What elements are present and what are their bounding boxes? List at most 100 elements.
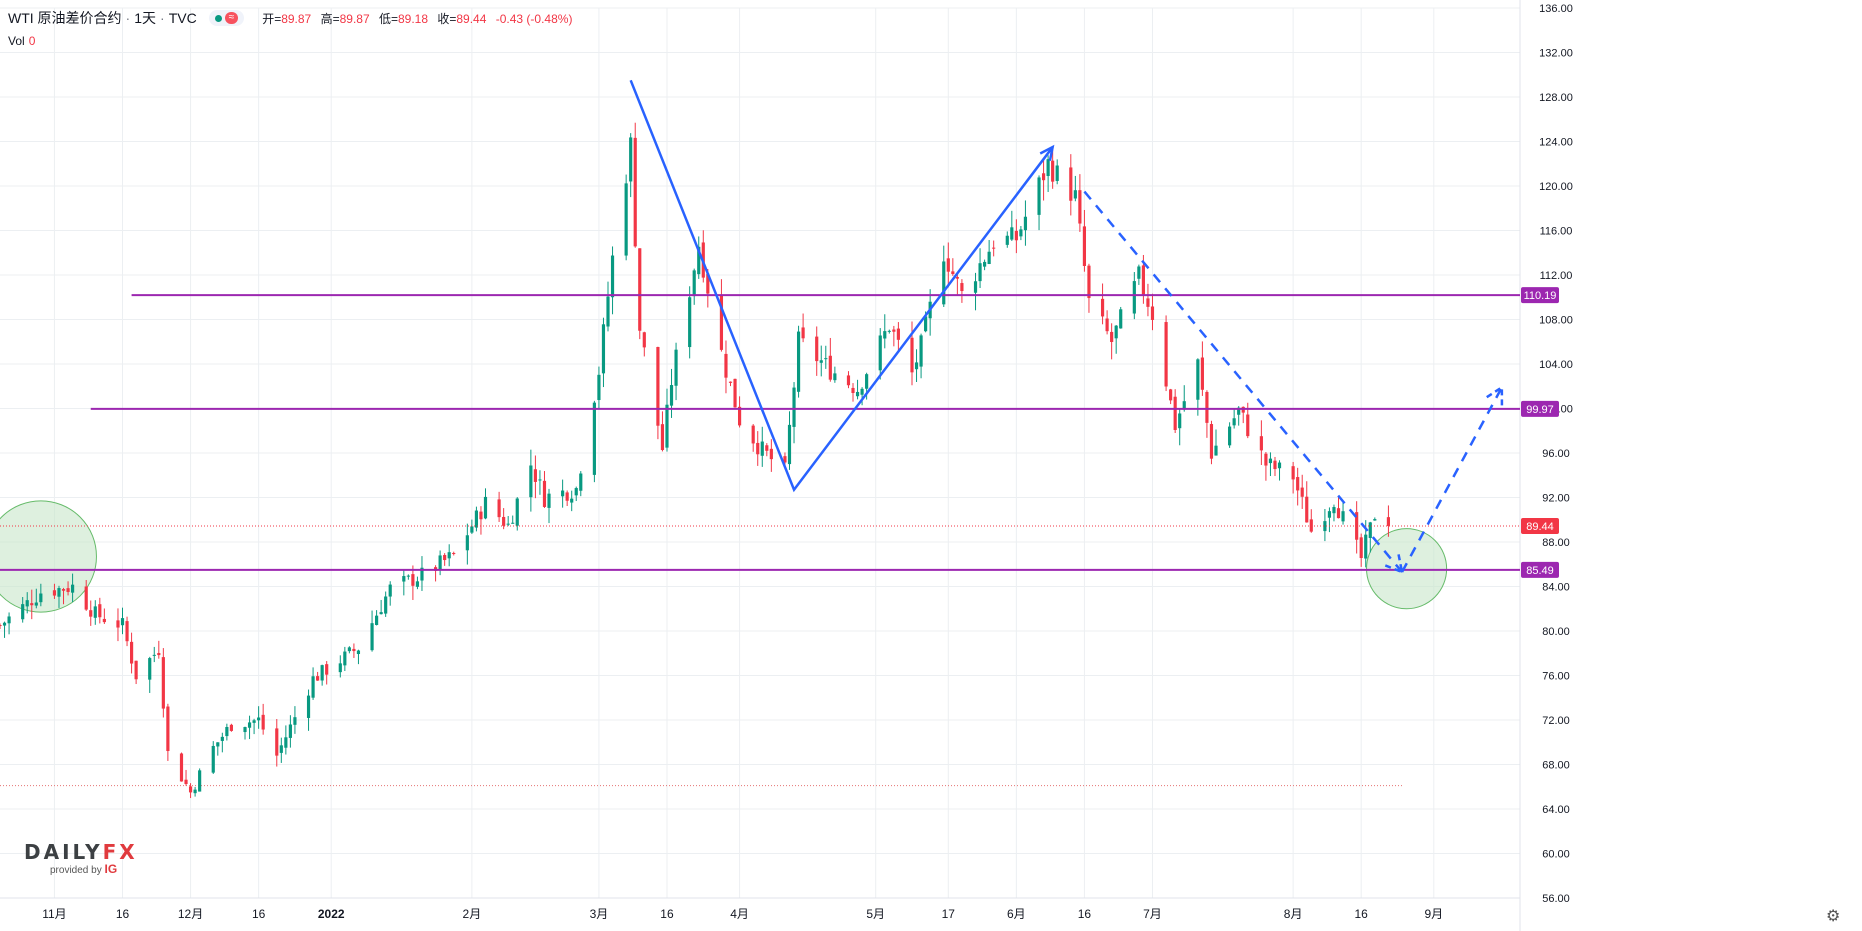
candle-body <box>946 258 950 272</box>
candle-body <box>815 336 819 362</box>
candle-body <box>914 362 919 370</box>
symbol-title[interactable]: WTI 原油差价合约 <box>8 10 122 26</box>
ohlc-values: 开=89.87 高=89.87 低=89.18 收=89.44 -0.43 (-… <box>262 10 578 27</box>
candle-body <box>878 335 882 371</box>
wave-icon: ≈ <box>224 12 239 24</box>
candle-body <box>71 584 75 593</box>
candle-body <box>1327 511 1332 518</box>
gear-icon[interactable]: ⚙ <box>1826 908 1841 925</box>
candle-body <box>819 360 823 363</box>
candle-body <box>320 665 324 681</box>
y-tick-label: 132.00 <box>1539 48 1573 60</box>
candle-body <box>247 722 252 728</box>
candle-body <box>1364 534 1368 559</box>
level-price-badge <box>1521 287 1559 304</box>
candle-body <box>951 271 955 275</box>
level-price-label: 99.97 <box>1526 404 1554 416</box>
y-tick-label: 64.00 <box>1542 804 1570 816</box>
low-label: 低= <box>378 11 398 26</box>
candle-body <box>34 602 38 606</box>
candle-body <box>1019 229 1023 237</box>
candle-body <box>1010 227 1014 240</box>
trend-arrow-head <box>1039 144 1055 162</box>
candle-body <box>506 523 510 525</box>
candle-body <box>0 625 2 627</box>
candle-body <box>1182 401 1186 410</box>
y-tick-label: 116.00 <box>1540 226 1573 238</box>
candle-body <box>860 388 864 395</box>
interval-label[interactable]: 1天 <box>134 10 157 26</box>
candle-body <box>579 473 583 491</box>
candle-body <box>39 593 43 603</box>
candle-body <box>198 770 202 792</box>
candle-body <box>642 332 646 348</box>
candle-body <box>887 330 891 332</box>
y-tick-label: 88.00 <box>1542 537 1570 549</box>
candle-body <box>1264 453 1268 466</box>
candle-body <box>1273 460 1277 470</box>
candle-body <box>1005 235 1009 245</box>
candle-body <box>606 296 610 327</box>
candle-body <box>93 606 97 618</box>
candle-body <box>1373 519 1377 521</box>
y-tick-label: 56.00 <box>1542 893 1570 905</box>
candle-body <box>257 717 261 721</box>
candle-body <box>1078 190 1082 224</box>
x-tick-label: 17 <box>942 907 956 921</box>
candle-body <box>57 588 61 597</box>
candle-body <box>252 720 256 723</box>
open-value: 89.87 <box>281 11 312 26</box>
last-price-label: 89.44 <box>1526 521 1554 533</box>
candle-body <box>896 328 900 340</box>
x-tick-label: 6月 <box>1007 907 1026 921</box>
candle-body <box>1296 477 1300 491</box>
candle-body <box>737 406 742 426</box>
highlight-circle <box>1366 528 1448 610</box>
x-tick-label: 4月 <box>730 907 749 921</box>
candle-body <box>1105 318 1109 332</box>
candle-body <box>7 616 11 624</box>
close-value: 89.44 <box>456 11 487 26</box>
candle-body <box>1368 522 1372 538</box>
candle-body <box>660 424 665 451</box>
candle-body <box>129 641 134 664</box>
candle-body <box>1386 517 1391 526</box>
source-label: TVC <box>168 10 197 26</box>
level-price-badge <box>1521 400 1559 417</box>
candle-body <box>828 355 832 380</box>
last-price-badge <box>1521 517 1559 534</box>
high-label: 高= <box>320 11 340 26</box>
x-tick-label: 16 <box>1078 907 1092 921</box>
candle-body <box>719 294 724 350</box>
candle-body <box>924 316 928 332</box>
x-tick-label: 3月 <box>590 907 609 921</box>
candle-body <box>479 511 483 520</box>
candle-body <box>415 581 420 587</box>
candle-body <box>243 727 247 733</box>
candle-body <box>188 786 193 793</box>
y-tick-label: 112.00 <box>1540 270 1573 282</box>
candle-body <box>402 576 406 582</box>
market-status-toggle[interactable]: ≈ <box>208 10 245 26</box>
candle-body <box>1137 266 1141 279</box>
candle-body <box>116 620 120 628</box>
candle-body <box>610 255 615 298</box>
candle-body <box>547 493 551 508</box>
logo-brand-fx: FX <box>102 840 138 864</box>
candle-body <box>1069 167 1073 201</box>
candle-body <box>279 745 283 753</box>
candle-body <box>465 535 469 551</box>
candle-body <box>470 526 474 533</box>
candle-body <box>483 496 488 519</box>
candle-body <box>846 375 851 386</box>
low-value: 89.18 <box>397 11 429 26</box>
y-tick-label: 128.00 <box>1539 92 1573 104</box>
candle-body <box>724 353 728 378</box>
candle-body <box>1150 306 1155 320</box>
candle-body <box>30 603 34 606</box>
dailyfx-logo: DAILYFX provided by IG <box>24 840 138 876</box>
candle-body <box>1164 322 1168 387</box>
candle-body <box>987 251 991 265</box>
